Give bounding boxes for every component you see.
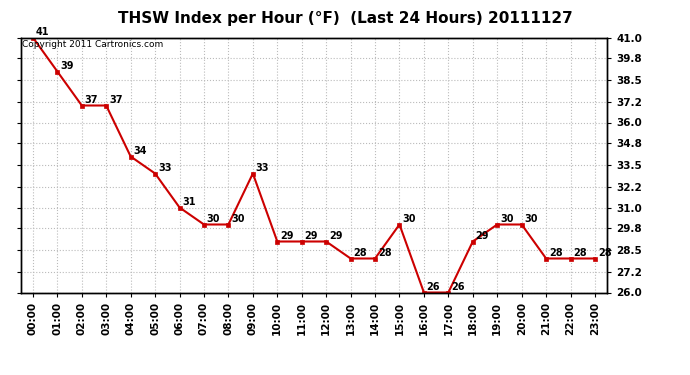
Text: 30: 30 [402,214,416,224]
Text: 37: 37 [109,95,123,105]
Text: 30: 30 [500,214,513,224]
Text: Copyright 2011 Cartronics.com: Copyright 2011 Cartronics.com [22,40,163,49]
Text: 30: 30 [524,214,538,224]
Text: 29: 29 [280,231,293,241]
Text: 26: 26 [426,282,440,292]
Text: 28: 28 [378,248,391,258]
Text: 33: 33 [255,163,269,173]
Text: 30: 30 [207,214,220,224]
Text: 28: 28 [549,248,562,258]
Text: 28: 28 [353,248,367,258]
Text: 41: 41 [36,27,49,37]
Text: 31: 31 [182,197,196,207]
Text: 29: 29 [304,231,318,241]
Text: 33: 33 [158,163,171,173]
Text: 28: 28 [573,248,587,258]
Text: 29: 29 [475,231,489,241]
Text: 34: 34 [133,146,147,156]
Text: 30: 30 [231,214,245,224]
Text: 37: 37 [85,95,98,105]
Text: 26: 26 [451,282,464,292]
Text: THSW Index per Hour (°F)  (Last 24 Hours) 20111127: THSW Index per Hour (°F) (Last 24 Hours)… [117,11,573,26]
Text: 29: 29 [329,231,342,241]
Text: 28: 28 [598,248,611,258]
Text: 39: 39 [60,61,74,71]
